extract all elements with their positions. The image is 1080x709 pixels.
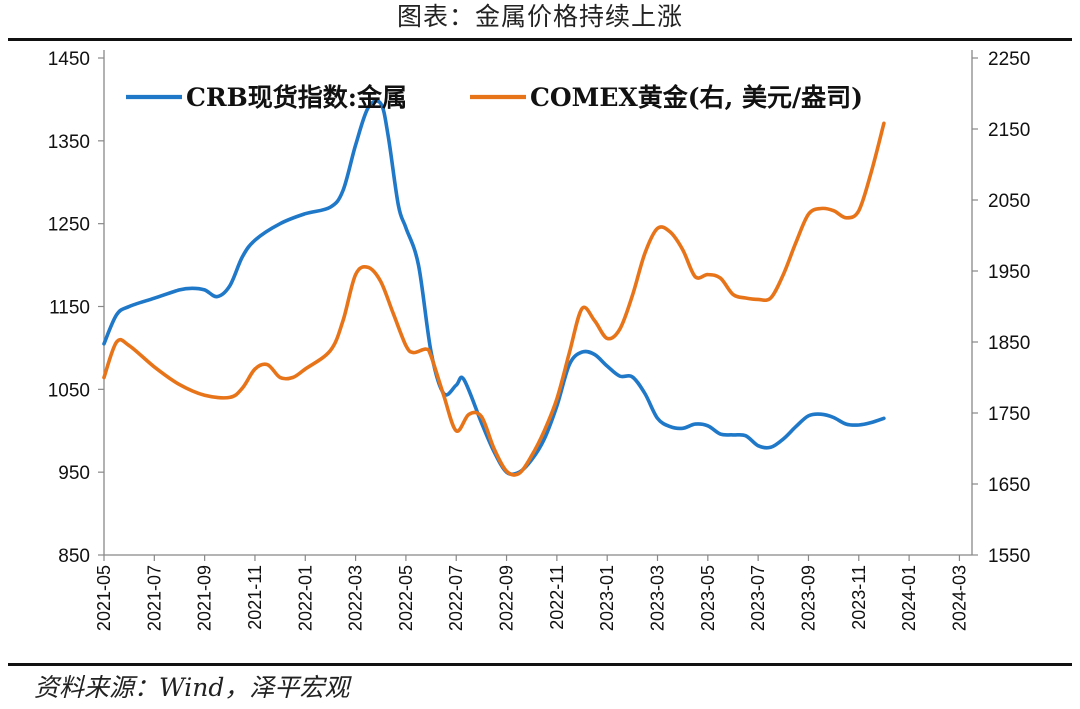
series-lines-group <box>102 99 886 477</box>
x-tick-label: 2021-05 <box>94 565 114 631</box>
series-line-crb-metals <box>102 99 886 477</box>
x-tick-label: 2023-09 <box>798 565 818 631</box>
x-tick-label: 2022-11 <box>547 565 567 630</box>
x-tick-label: 2024-03 <box>949 565 969 631</box>
y-left-tick-label: 1150 <box>49 298 90 319</box>
x-tick-label: 2022-01 <box>295 565 315 631</box>
x-tick-label: 2022-03 <box>346 565 366 631</box>
x-tick-label: 2023-01 <box>597 565 617 631</box>
x-tick-label: 2024-01 <box>899 565 919 631</box>
y-right-tick-label: 1750 <box>988 404 1030 425</box>
x-tick-label: 2023-05 <box>698 565 718 631</box>
y-left-tick-label: 950 <box>58 463 90 484</box>
bottom-rule <box>8 663 1072 666</box>
y-right-tick-label: 1550 <box>988 546 1030 567</box>
x-tick-label: 2022-09 <box>497 565 517 631</box>
x-tick-label: 2021-11 <box>245 565 265 630</box>
x-tick-label: 2021-09 <box>195 565 215 631</box>
y-right-tick-label: 1950 <box>988 262 1030 283</box>
axes-group: 850 950 1050 1150 1250 1350 1450 1550 1650 1750 18… <box>48 49 1031 631</box>
y-left-tick-label: 1450 <box>48 49 90 70</box>
legend-label-comex-gold: COMEX黄金(右, 美元/盎司) <box>530 83 863 112</box>
y-right-tick-label: 1850 <box>988 333 1030 354</box>
legend-label-crb-metals: CRB现货指数:金属 <box>186 83 407 112</box>
x-tick-label: 2022-07 <box>446 565 466 631</box>
legend: CRB现货指数:金属 COMEX黄金(右, 美元/盎司) <box>126 83 863 112</box>
y-right-tick-label: 2150 <box>988 120 1030 141</box>
x-tick-label: 2023-07 <box>748 565 768 631</box>
y-right-tick-label: 2050 <box>988 191 1030 212</box>
source-note: 资料来源：Wind，泽平宏观 <box>34 673 350 702</box>
y-left-tick-label: 1050 <box>48 380 90 401</box>
x-tick-label: 2021-07 <box>144 565 164 631</box>
x-tick-label: 2023-11 <box>849 565 869 630</box>
y-left-tick-label: 850 <box>58 546 90 567</box>
top-rule <box>8 38 1072 41</box>
y-right-tick-label: 1650 <box>988 475 1030 496</box>
page-title: 图表：金属价格持续上涨 <box>396 2 683 31</box>
x-tick-label: 2022-05 <box>396 565 416 631</box>
y-left-tick-label: 1250 <box>48 215 90 236</box>
y-left-tick-label: 1350 <box>48 132 90 153</box>
series-line-comex-gold <box>102 121 886 477</box>
x-tick-label: 2023-03 <box>648 565 668 631</box>
y-right-tick-label: 2250 <box>988 49 1030 70</box>
